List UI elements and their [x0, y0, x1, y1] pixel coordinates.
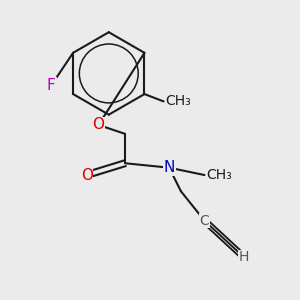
Text: O: O [92, 118, 104, 133]
Text: H: H [239, 250, 249, 265]
Text: CH₃: CH₃ [206, 168, 232, 182]
Text: N: N [164, 160, 175, 175]
Text: CH₃: CH₃ [165, 94, 191, 108]
Text: F: F [47, 78, 56, 93]
Text: C: C [200, 214, 209, 228]
Text: O: O [81, 167, 93, 182]
